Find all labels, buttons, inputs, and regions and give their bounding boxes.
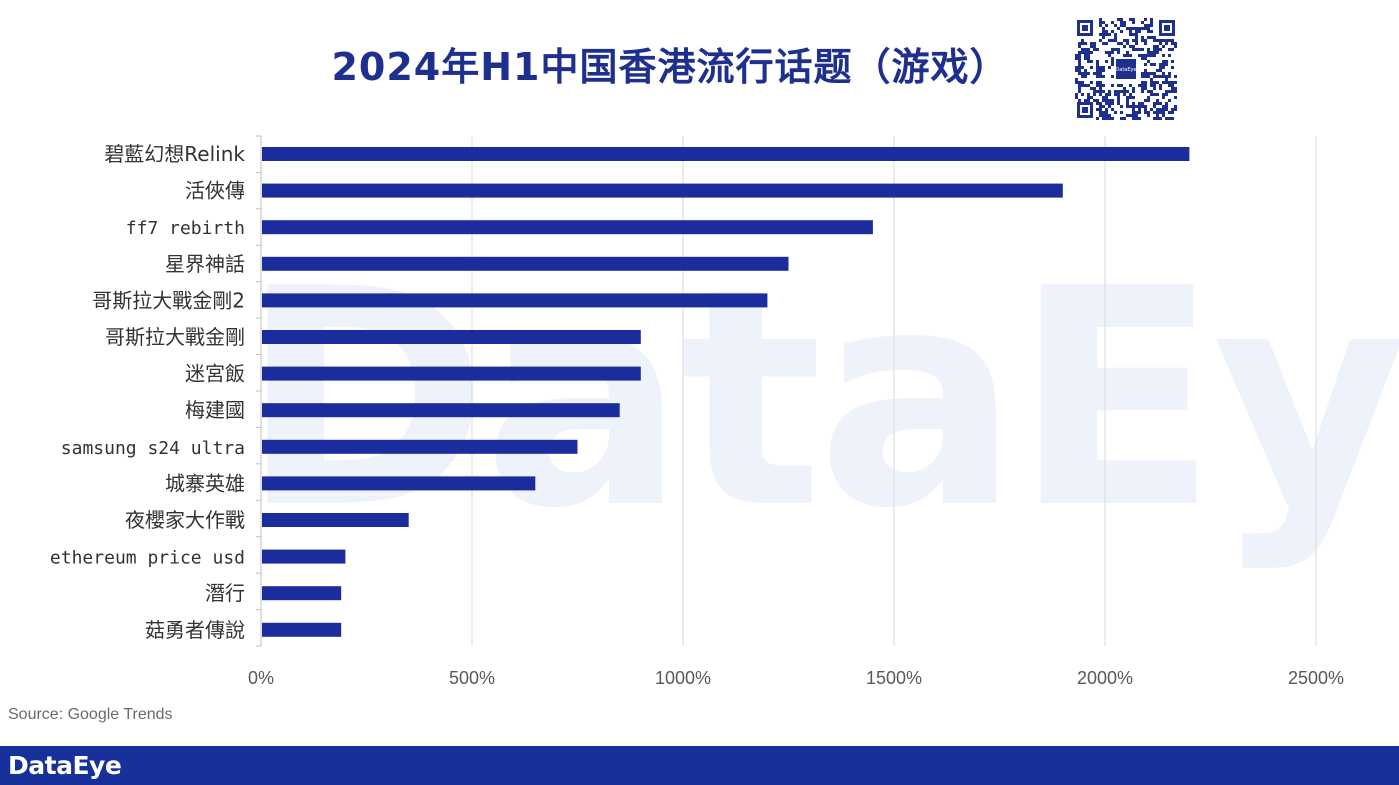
category-label: 潛行 <box>205 581 245 605</box>
footer-brand-logo: DataEye <box>8 751 122 780</box>
bar <box>262 549 346 564</box>
chart-x-tick-labels: 0% 500% 1000% 1500% 2000% 2500% <box>248 668 1344 688</box>
category-label: 活俠傳 <box>185 179 245 203</box>
x-tick-label: 2000% <box>1077 668 1133 688</box>
chart-axis <box>256 135 262 647</box>
bar <box>262 476 536 491</box>
page-title: 2024年H1中国香港流行话题（游戏） <box>331 45 1009 89</box>
bar <box>262 513 409 527</box>
bar <box>262 586 342 601</box>
bar <box>262 256 789 271</box>
category-label: 哥斯拉大戰金剛 <box>105 325 245 349</box>
category-label: 夜櫻家大作戰 <box>125 508 245 532</box>
x-tick-label: 0% <box>248 668 274 688</box>
bar <box>262 183 1063 198</box>
bar <box>262 293 768 308</box>
chart-grid <box>471 136 1317 646</box>
bar <box>262 147 1190 161</box>
x-tick-label: 1500% <box>866 668 922 688</box>
source-note: Source: Google Trends <box>8 706 173 723</box>
category-label: ethereum price usd <box>50 548 245 569</box>
category-label: 星界神話 <box>165 252 245 276</box>
chart-bars <box>262 147 1190 637</box>
category-label: 迷宮飯 <box>185 362 245 386</box>
bar <box>262 220 873 235</box>
category-label: 菇勇者傳說 <box>145 618 245 642</box>
qr-code-icon: DataEye <box>1075 18 1177 120</box>
bar <box>262 366 641 381</box>
qr-center-label: DataEye <box>1115 67 1136 73</box>
bar <box>262 403 620 418</box>
category-label: 碧藍幻想Relink <box>104 142 245 166</box>
category-label: 城寨英雄 <box>165 471 245 495</box>
bar <box>262 622 342 637</box>
x-tick-label: 2500% <box>1288 668 1344 688</box>
x-tick-label: 500% <box>449 668 495 688</box>
category-label: 哥斯拉大戰金剛2 <box>92 288 245 312</box>
bar <box>262 330 641 344</box>
category-label: ff7 rebirth <box>126 218 245 239</box>
x-tick-label: 1000% <box>655 668 711 688</box>
footer-bar: DataEye <box>0 746 1399 785</box>
category-label: 梅建國 <box>185 398 245 422</box>
bar <box>262 439 578 454</box>
category-label: samsung s24 ultra <box>61 438 245 459</box>
